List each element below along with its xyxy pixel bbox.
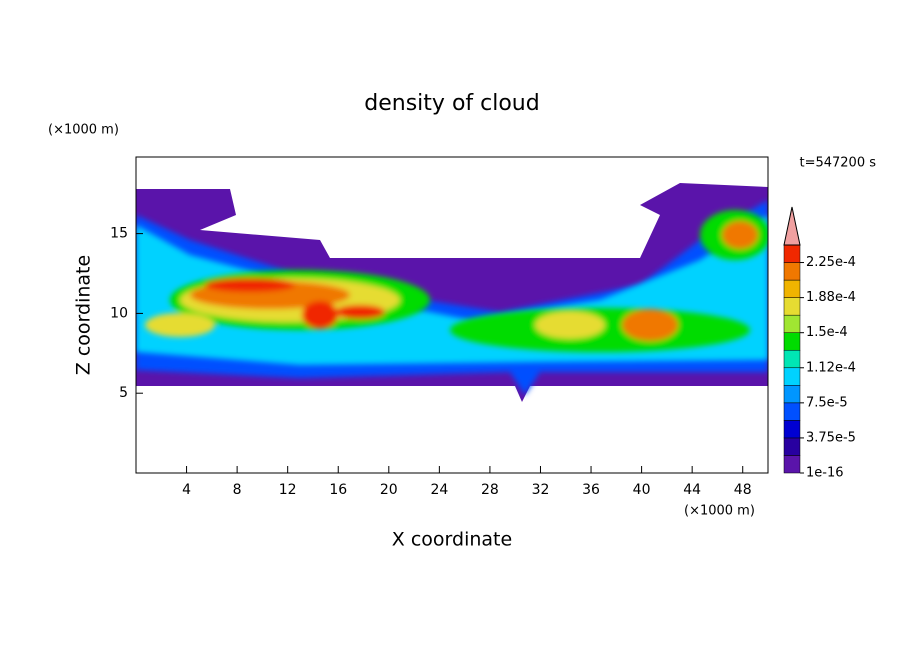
colorbar-tick-label: 1.88e-4	[806, 290, 856, 305]
colorbar-tick-label: 1.5e-4	[806, 325, 848, 340]
colorbar-segment	[783, 455, 801, 474]
contour-field	[136, 183, 768, 402]
x-tick-label: 8	[233, 482, 242, 498]
y-axis-label: Z coordinate	[73, 255, 95, 375]
colorbar-segment	[783, 402, 801, 421]
colorbar-segment	[783, 314, 801, 333]
colorbar-tick-label: 7.5e-5	[806, 395, 848, 410]
colorbar-extend	[783, 206, 801, 246]
x-tick-label: 44	[683, 482, 701, 498]
colorbar-segment	[783, 279, 801, 298]
colorbar-tick-label: 1e-16	[806, 466, 844, 481]
colorbar-segment	[783, 262, 801, 281]
colorbar-segment	[783, 297, 801, 316]
x-tick-label: 48	[734, 482, 752, 498]
colorbar-tick-label: 2.25e-4	[806, 255, 856, 270]
time-label: t=547200 s	[799, 156, 876, 171]
x-tick-label: 20	[380, 482, 398, 498]
colorbar-segment	[783, 332, 801, 351]
x-tick-label: 24	[430, 482, 448, 498]
y-tick-label: 5	[119, 385, 128, 401]
colorbar-segment	[783, 420, 801, 439]
x-tick-label: 40	[633, 482, 651, 498]
y-unit: (×1000 m)	[48, 123, 119, 138]
x-tick-label: 12	[279, 482, 297, 498]
colorbar-segment	[783, 349, 801, 369]
colorbar-segment	[783, 385, 801, 404]
colorbar-tick-label: 1.12e-4	[806, 360, 856, 375]
colorbar-segment	[783, 244, 801, 263]
colorbar-segment	[783, 437, 801, 456]
x-tick-label: 32	[532, 482, 550, 498]
chart-title: density of cloud	[364, 91, 539, 116]
colorbar-tick-label: 3.75e-5	[806, 430, 856, 445]
x-axis-label: X coordinate	[392, 529, 512, 551]
x-tick-label: 28	[481, 482, 499, 498]
x-tick-label: 36	[582, 482, 600, 498]
colorbar-segment	[783, 367, 801, 386]
x-unit: (×1000 m)	[684, 504, 755, 519]
y-tick-label: 15	[110, 226, 128, 242]
contour-highs	[145, 210, 768, 352]
plot-frame	[135, 156, 769, 474]
x-tick-label: 16	[329, 482, 347, 498]
y-tick-label: 10	[110, 305, 128, 321]
x-tick-label: 4	[182, 482, 191, 498]
